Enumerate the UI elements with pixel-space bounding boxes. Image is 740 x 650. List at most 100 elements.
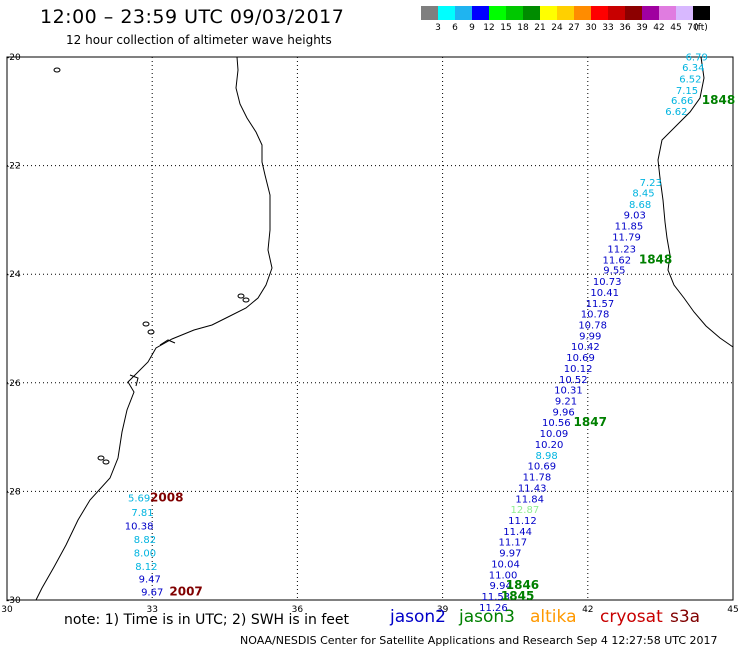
colorbar-swatch: [608, 6, 625, 20]
colorbar-label: 24: [551, 23, 563, 33]
island-outline: [53, 67, 61, 73]
wave-height-value: 8.00: [134, 549, 156, 560]
colorbar-swatch: [625, 6, 642, 20]
colorbar-swatch: [455, 6, 472, 20]
wave-height-value: 8.82: [134, 535, 156, 546]
x-tick-label: 42: [582, 605, 593, 615]
pass-time-label: 2008: [150, 491, 183, 505]
colorbar-label: 12: [483, 23, 495, 33]
y-tick-label: -24: [6, 270, 21, 280]
colorbar-label: 42: [653, 23, 665, 33]
wave-height-value: 11.85: [615, 222, 644, 233]
colorbar-label: 39: [636, 23, 648, 33]
y-tick-label: -30: [6, 596, 21, 606]
x-tick-label: 39: [437, 605, 449, 615]
satellite-legend-jason2: jason2: [390, 607, 446, 627]
y-tick-label: -22: [6, 162, 21, 172]
wave-height-value: 10.04: [491, 559, 520, 570]
wave-height-labels: 5.69 7.81 10.38 8.82 8.00 8.12 9.47 9.67 6.796.3…: [125, 52, 708, 614]
colorbar-swatch: [659, 6, 676, 20]
colorbar-label: 30: [585, 23, 597, 33]
x-tick-label: 30: [1, 605, 13, 615]
map-frame: [6, 56, 734, 601]
wave-height-value: 11.00: [489, 570, 518, 581]
colorbar-swatch: [472, 6, 489, 20]
coastline: [35, 56, 734, 601]
colorbar-swatch: [557, 6, 574, 20]
pass-time-label: 1847: [574, 415, 607, 429]
wave-height-value: 6.62: [665, 107, 687, 118]
satellite-legend-jason3: jason3: [459, 607, 515, 627]
colorbar-label: 6: [452, 23, 458, 33]
x-tick-label: 36: [292, 605, 304, 615]
wave-height-value: 10.41: [590, 288, 619, 299]
satellite-legend-s3a: s3a: [670, 607, 701, 627]
colorbar-swatch: [523, 6, 540, 20]
wave-height-value: 8.98: [536, 451, 558, 462]
wave-height-value: 10.56: [542, 418, 571, 429]
colorbar-label: 9: [469, 23, 475, 33]
pass-time-label: 1848: [639, 252, 672, 266]
madagascar-coast: [657, 56, 734, 348]
colorbar-swatch: [574, 6, 591, 20]
wave-height-value: 10.69: [566, 353, 595, 364]
wave-height-value: 9.96: [552, 407, 574, 418]
colorbar-label: 15: [500, 23, 512, 33]
island-outline: [242, 297, 250, 303]
credit-footer: NOAA/NESDIS Center for Satellite Applica…: [240, 634, 718, 647]
wave-height-value: 10.42: [571, 342, 600, 353]
wave-height-value: 11.43: [518, 483, 547, 494]
coast-detail: [159, 339, 176, 346]
mozambique-coast: [35, 56, 273, 601]
wave-height-value: 10.78: [578, 321, 607, 332]
wave-height-value: 8.68: [629, 200, 651, 211]
wave-height-value: 6.79: [686, 52, 708, 63]
map-subtitle: 12 hour collection of altimeter wave hei…: [66, 33, 332, 47]
colorbar-label: 3: [435, 23, 441, 33]
x-tick-label: 33: [146, 605, 157, 615]
wave-height-value: 9.94: [490, 581, 512, 592]
pass-time-label: 1846: [506, 578, 539, 592]
colorbar-label: 18: [517, 23, 529, 33]
axis-ticks: 30 33 36 39 42 45 -20 -22 -24 -26 -28 -30: [1, 53, 738, 615]
colorbar-swatch: [676, 6, 693, 20]
wave-height-value: 6.52: [679, 75, 701, 86]
x-tick-label: 45: [727, 605, 738, 615]
map-border: [6, 56, 734, 601]
colorbar-swatch: [540, 6, 557, 20]
y-tick-label: -26: [6, 379, 21, 389]
wave-height-value: 10.31: [554, 386, 583, 397]
wave-height-value: 11.79: [612, 233, 641, 244]
colorbar-label: 33: [602, 23, 614, 33]
wave-height-value: 10.52: [559, 375, 588, 386]
wave-height-value: 10.38: [125, 521, 154, 532]
colorbar-swatch: [591, 6, 608, 20]
island-outline: [97, 455, 105, 461]
wave-height-value: 7.81: [131, 508, 153, 519]
wave-height-value: 5.69: [128, 494, 150, 505]
wave-height-value: 12.87: [511, 505, 540, 516]
wave-height-value: 8.12: [135, 562, 157, 573]
wave-height-value: 11.62: [603, 255, 632, 266]
colorbar-swatch: [693, 6, 710, 20]
wave-height-value: 8.45: [632, 189, 654, 200]
map-grid: [7, 57, 733, 600]
coast-detail: [129, 374, 139, 387]
wave-height-value: 7.23: [640, 178, 662, 189]
colorbar-label: 27: [568, 23, 580, 33]
colorbar-unit: (ft): [694, 23, 708, 33]
wave-height-value: 9.21: [555, 397, 577, 408]
wave-height-value: 11.26: [479, 603, 508, 614]
pass-time-label: 2007: [169, 585, 202, 599]
wave-height-value: 11.84: [515, 494, 544, 505]
wave-height-value: 10.69: [527, 462, 556, 473]
wave-height-value: 11.53: [482, 592, 511, 603]
wave-height-value: 11.57: [586, 299, 615, 310]
wave-height-value: 10.78: [581, 310, 610, 321]
wave-height-value: 9.97: [499, 549, 521, 560]
wave-height-value: 11.44: [503, 527, 532, 538]
colorbar-label: 21: [534, 23, 546, 33]
satellite-legend-cryosat: cryosat: [600, 607, 663, 627]
pass-time-label: 1848: [702, 93, 735, 107]
colorbar-label: 45: [670, 23, 682, 33]
